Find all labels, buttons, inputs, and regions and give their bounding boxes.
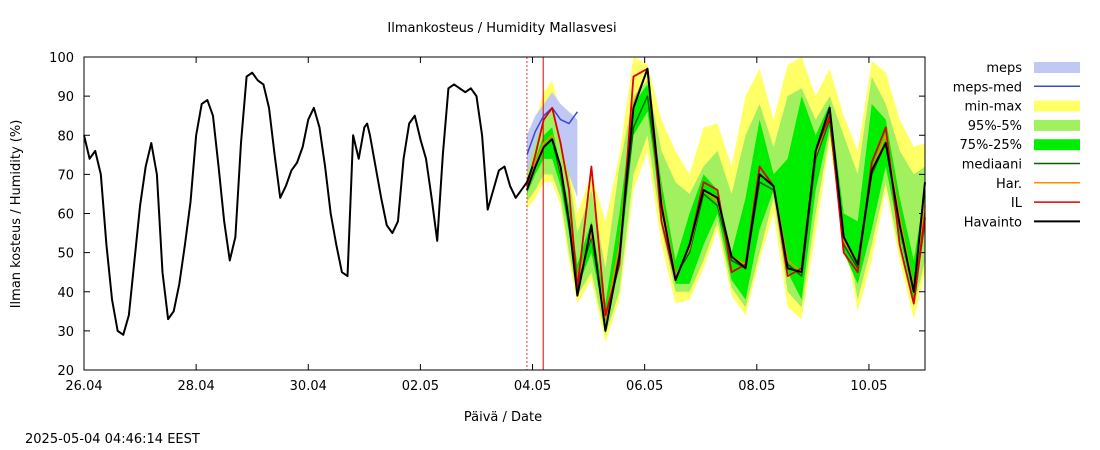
y-tick-label: 60 (57, 208, 74, 223)
legend-label-minmax: min-max (964, 100, 1022, 115)
y-axis-label: Ilman kosteus / Humidity (%) (9, 120, 24, 309)
legend-label-p75: 75%-25% (960, 138, 1022, 153)
band-75-25 (526, 84, 925, 324)
forecast-bands (526, 57, 925, 343)
x-tick-label: 02.05 (402, 379, 439, 394)
legend: meps meps-med min-max 95%-5% 75%-25% mediaani… (953, 61, 1080, 230)
x-tick-label: 08.05 (738, 379, 775, 394)
y-tick-label: 20 (57, 364, 74, 379)
legend-swatch-p75 (1034, 139, 1080, 151)
chart-title: Ilmankosteus / Humidity Mallasvesi (387, 21, 616, 36)
series-il (526, 67, 926, 317)
legend-swatch-minmax (1034, 100, 1080, 112)
timestamp: 2025-05-04 04:46:14 EEST (25, 432, 200, 447)
x-tick-label: 28.04 (178, 379, 215, 394)
legend-swatch-p95 (1034, 119, 1080, 131)
y-tick-label: 30 (57, 325, 74, 340)
x-tick-label: 06.05 (626, 379, 663, 394)
legend-label-il: IL (1011, 196, 1023, 211)
legend-label-median: mediaani (962, 158, 1022, 173)
legend-label-meps: meps (986, 61, 1022, 76)
y-tick-label: 70 (57, 168, 74, 183)
y-tick-label: 90 (57, 90, 74, 105)
x-tick-label: 30.04 (290, 379, 327, 394)
x-tick-label: 10.05 (850, 379, 887, 394)
plot-frame (83, 56, 926, 371)
legend-label-har: Har. (996, 177, 1022, 192)
y-tick-label: 80 (57, 129, 74, 144)
legend-label-meps_med: meps-med (953, 80, 1022, 95)
series-lines (83, 57, 926, 370)
axes: 20 30 40 50 60 70 80 90 100 26.04 28.04 30.04 02.05 0… (49, 51, 925, 394)
y-tick-label: 40 (57, 286, 74, 301)
series-observed-forecast (525, 67, 926, 332)
y-tick-label: 100 (49, 51, 74, 66)
x-tick-label: 26.04 (65, 379, 102, 394)
series-observed (83, 71, 534, 336)
x-axis-label: Päivä / Date (464, 410, 542, 425)
y-tick-label: 50 (57, 247, 74, 262)
x-tick-label: 04.05 (514, 379, 551, 394)
legend-label-obs: Havainto (964, 215, 1022, 230)
legend-label-p95: 95%-5% (968, 119, 1022, 134)
legend-swatch-meps (1034, 62, 1080, 73)
